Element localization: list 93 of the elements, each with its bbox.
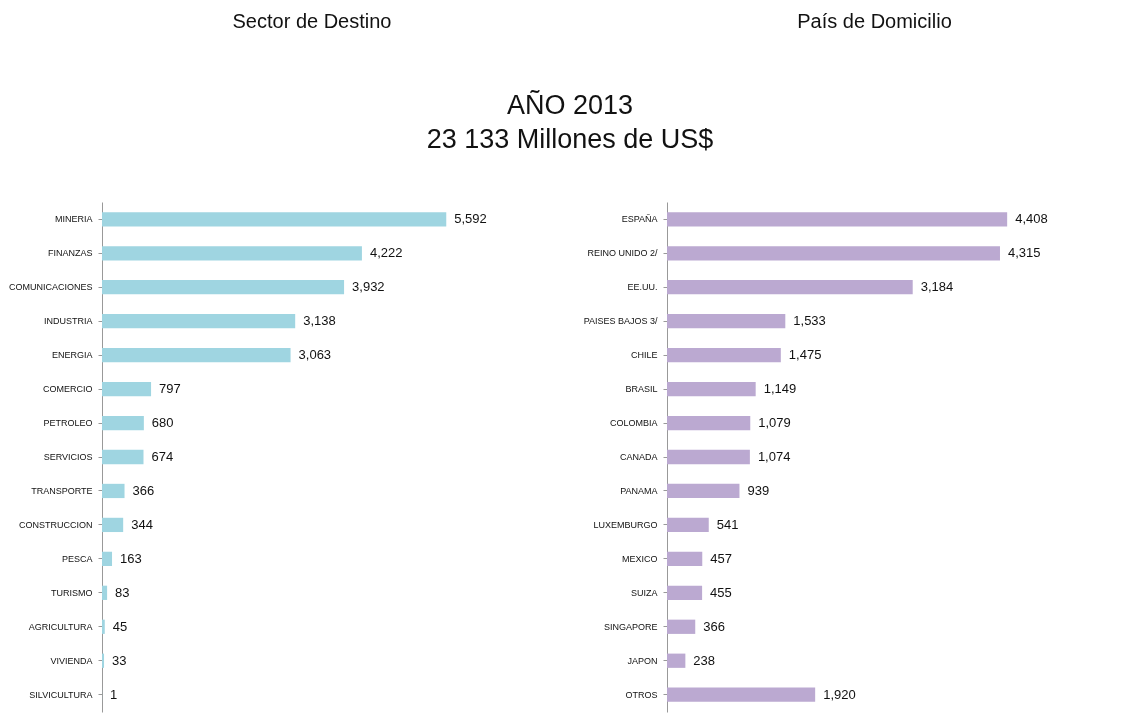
- data-label: 1,079: [758, 415, 791, 431]
- y-tick-label: VIVIENDA: [50, 655, 93, 666]
- data-label: 3,063: [298, 347, 332, 363]
- y-tick-label: ESPAÑA: [621, 214, 658, 225]
- bar: [102, 585, 108, 600]
- y-tick-label: COLOMBIA: [609, 418, 658, 429]
- bar: [667, 585, 703, 600]
- y-tick-label: CONSTRUCCION: [19, 519, 93, 530]
- bar: [667, 348, 781, 363]
- data-label: 680: [151, 415, 174, 431]
- bar: [667, 619, 696, 634]
- data-label: 457: [710, 550, 732, 566]
- y-tick-label: CANADA: [619, 452, 658, 462]
- bar: [667, 449, 750, 465]
- bar: [102, 551, 113, 566]
- data-label: 3,138: [303, 313, 336, 329]
- data-label: 45: [112, 618, 128, 634]
- y-tick-label: SILVICULTURA: [29, 689, 93, 700]
- y-tick-label: TRANSPORTE: [31, 485, 93, 496]
- bar: [667, 246, 1000, 261]
- bar: [102, 246, 362, 261]
- data-label: 3,184: [920, 279, 954, 295]
- data-label: 1,533: [793, 313, 826, 329]
- data-label: 797: [159, 381, 181, 397]
- data-label: 1,074: [757, 449, 791, 464]
- y-tick-label: SINGAPORE: [603, 621, 658, 632]
- bar: [102, 449, 144, 465]
- bar: [102, 348, 291, 363]
- y-tick-label: ENERGIA: [51, 350, 93, 361]
- y-tick-label: MEXICO: [621, 553, 658, 564]
- y-tick-label: SUIZA: [630, 587, 658, 598]
- text: 23 133 Millones de US$: [425, 123, 715, 156]
- bar: [667, 551, 703, 566]
- y-tick-label: SERVICIOS: [43, 452, 93, 462]
- bar: [102, 280, 345, 295]
- data-label: 163: [120, 550, 142, 566]
- y-tick-label: PETROLEO: [43, 418, 93, 429]
- bar: [667, 687, 816, 702]
- y-tick-label: PESCA: [61, 553, 93, 564]
- bar: [102, 314, 296, 329]
- bar: [102, 517, 124, 533]
- y-tick-label: PAISES BAJOS 3/: [583, 316, 658, 327]
- data-label: 939: [747, 482, 770, 498]
- y-tick-label: EE.UU.: [627, 282, 658, 293]
- bar: [667, 653, 686, 668]
- data-label: 1,475: [788, 347, 822, 363]
- data-label: 3,932: [352, 279, 385, 295]
- y-tick-label: MINERIA: [54, 214, 93, 225]
- y-tick-label: COMERCIO: [43, 384, 93, 395]
- bar: [667, 212, 1008, 227]
- y-tick-label: TURISMO: [51, 587, 93, 598]
- data-label: 366: [132, 482, 155, 498]
- y-tick-label: PANAMA: [620, 485, 658, 496]
- bar: [667, 415, 751, 431]
- bar: [102, 212, 447, 227]
- y-tick-label: FINANZAS: [47, 248, 93, 259]
- data-label: 366: [703, 618, 725, 634]
- data-label: 1,149: [763, 381, 797, 397]
- data-label: 1,920: [823, 686, 856, 702]
- chart-title: País de Domicilio: [797, 10, 952, 32]
- y-tick-label: REINO UNIDO 2/: [587, 248, 658, 259]
- bar: [102, 415, 144, 431]
- bar: [102, 653, 105, 668]
- bar: [667, 280, 913, 295]
- bar: [102, 483, 125, 499]
- data-label: 674: [151, 449, 174, 464]
- bar: [102, 619, 105, 634]
- data-label: 344: [131, 516, 153, 532]
- data-label: 541: [716, 516, 739, 532]
- y-tick-label: LUXEMBURGO: [593, 519, 658, 530]
- y-tick-label: COMUNICACIONES: [8, 282, 93, 293]
- bar: [667, 517, 709, 533]
- data-label: 5,592: [454, 211, 487, 227]
- bar: [667, 381, 756, 397]
- y-tick-label: CHILE: [630, 350, 658, 361]
- data-label: 83: [115, 584, 130, 600]
- bar: [102, 381, 152, 397]
- y-tick-label: INDUSTRIA: [43, 316, 93, 327]
- chart-title: Sector de Destino: [232, 10, 392, 32]
- text: AÑO 2013: [505, 89, 635, 122]
- data-label: 4,222: [369, 245, 403, 261]
- bar: [667, 483, 740, 499]
- data-label: 4,408: [1015, 211, 1048, 227]
- y-tick-label: JAPON: [627, 655, 658, 666]
- data-label: 4,315: [1007, 245, 1041, 261]
- y-tick-label: BRASIL: [625, 384, 658, 395]
- data-label: 1: [110, 686, 118, 702]
- data-label: 238: [693, 652, 716, 668]
- data-label: 455: [710, 584, 732, 600]
- y-tick-label: AGRICULTURA: [28, 621, 93, 632]
- bar: [667, 314, 786, 329]
- y-tick-label: OTROS: [625, 689, 658, 700]
- data-label: 33: [112, 652, 127, 668]
